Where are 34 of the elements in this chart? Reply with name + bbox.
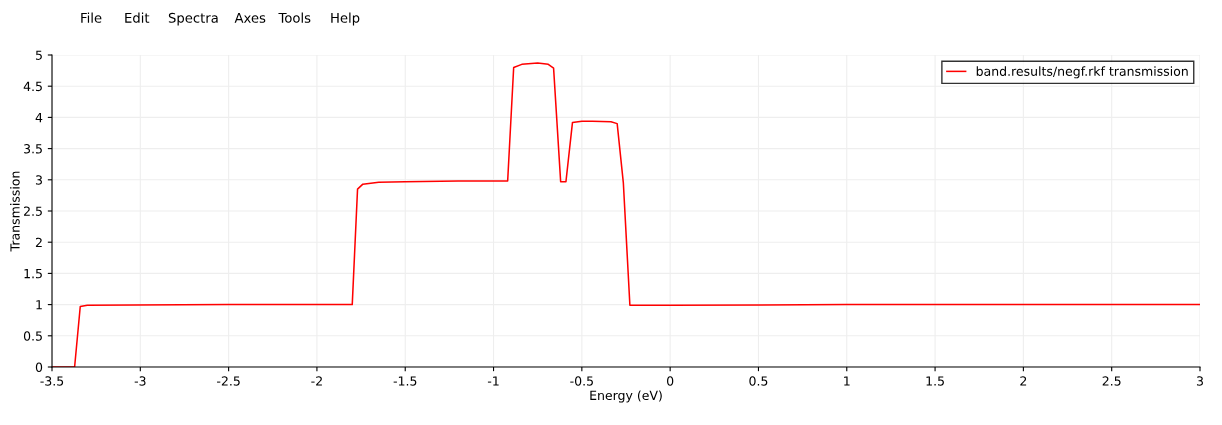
y-tick-label: 3 (35, 175, 42, 185)
x-tick-label: 2.5 (1102, 376, 1121, 386)
y-tick-label: 2.5 (24, 206, 42, 216)
text: Edit (125, 12, 150, 23)
x-tick-label: -2 (311, 376, 322, 386)
x-axis-title: Energy (eV) (590, 390, 662, 403)
text: Help (331, 12, 360, 26)
y-tick-label: 0.5 (23, 331, 42, 341)
y-axis-title: Transmission (10, 171, 20, 252)
x-tick-label: -1 (487, 376, 499, 386)
x-tick-label: -2.5 (217, 376, 240, 386)
y-tick-label: 1.5 (24, 269, 42, 279)
x-tick-label: -3 (134, 376, 146, 386)
legend-label: band.results/negf.rkf transmission (976, 66, 1188, 79)
text: Axes (234, 13, 266, 23)
y-tick-label: 2 (35, 237, 42, 247)
y-tick-label: 5 (35, 50, 42, 60)
text: Tools (278, 12, 311, 23)
y-tick-label: 4.5 (23, 81, 42, 92)
x-tick-label: 3 (1196, 376, 1203, 386)
x-tick-label: 1 (844, 376, 850, 386)
x-tick-label: 1.5 (926, 376, 944, 386)
y-tick-label: 3.5 (24, 144, 42, 154)
x-tick-label: -1.5 (393, 376, 417, 386)
x-tick-label: -3.5 (40, 376, 64, 386)
x-tick-label: 0.5 (749, 376, 768, 386)
text: Spectra (168, 12, 218, 26)
x-tick-label: 0 (667, 376, 674, 386)
x-tick-label: -0.5 (570, 376, 593, 386)
x-tick-label: 2 (1020, 376, 1027, 386)
y-tick-label: 1 (36, 300, 42, 310)
text: File (81, 12, 102, 23)
y-tick-label: 4 (35, 113, 43, 123)
y-tick-label: 0 (35, 362, 43, 372)
